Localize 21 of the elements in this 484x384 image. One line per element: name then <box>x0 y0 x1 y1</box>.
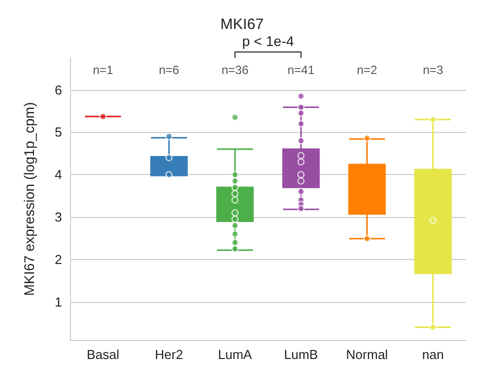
x-tick-label: Normal <box>346 347 388 362</box>
y-tick-label: 6 <box>54 82 62 98</box>
annotation: n=41 <box>287 63 315 77</box>
y-tick-label: 2 <box>54 252 62 267</box>
annotation: n=36 <box>221 63 249 77</box>
x-tick-label: Her2 <box>154 347 184 362</box>
y-tick-label: 5 <box>54 124 62 140</box>
x-tick-label: Basal <box>86 347 120 362</box>
x-tick-label: LumB <box>284 347 318 362</box>
annotation: n=6 <box>158 63 180 77</box>
annotation: n=2 <box>356 63 378 77</box>
y-tick-label: 4 <box>54 167 62 182</box>
chart-title: MKI67 <box>220 16 264 33</box>
y-axis-title: MKI67 expression (log1p_cpm) <box>21 102 37 296</box>
annotation: n=1 <box>92 63 114 77</box>
text: p < 1e-4 <box>242 33 294 49</box>
x-tick-label: nan <box>422 347 444 362</box>
x-tick-label: LumA <box>218 347 252 362</box>
annotation: n=3 <box>422 63 444 77</box>
y-tick-label: 3 <box>54 210 62 225</box>
y-tick-label: 1 <box>54 294 62 310</box>
